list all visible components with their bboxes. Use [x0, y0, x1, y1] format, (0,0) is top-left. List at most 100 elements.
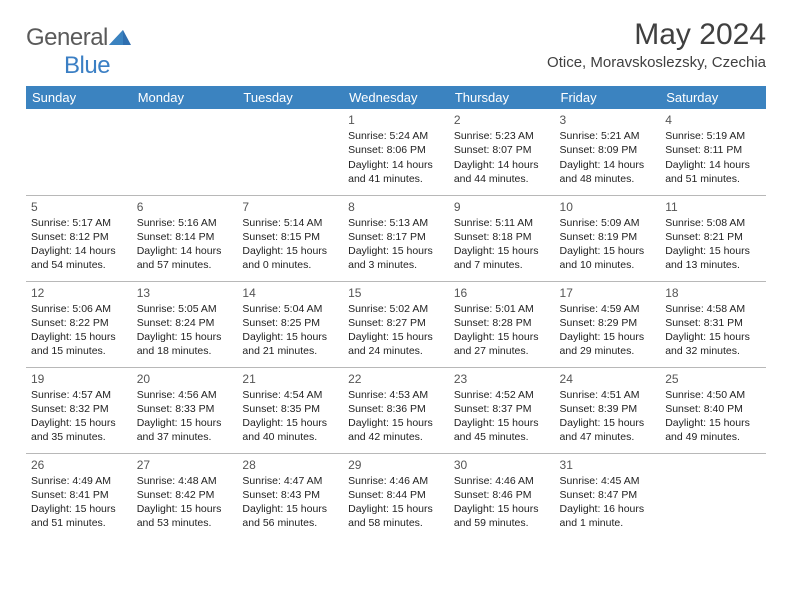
sunset-text: Sunset: 8:39 PM — [560, 402, 656, 416]
daylight-text: and 49 minutes. — [665, 430, 761, 444]
calendar-body: 1Sunrise: 5:24 AMSunset: 8:06 PMDaylight… — [26, 109, 766, 539]
day-number: 14 — [242, 285, 338, 301]
sunset-text: Sunset: 8:06 PM — [348, 143, 444, 157]
calendar-day-cell: 27Sunrise: 4:48 AMSunset: 8:42 PMDayligh… — [132, 453, 238, 539]
sunset-text: Sunset: 8:12 PM — [31, 230, 127, 244]
daylight-text: and 42 minutes. — [348, 430, 444, 444]
sunrise-text: Sunrise: 5:08 AM — [665, 216, 761, 230]
month-title: May 2024 — [547, 18, 766, 52]
daylight-text: Daylight: 15 hours — [665, 416, 761, 430]
sunset-text: Sunset: 8:37 PM — [454, 402, 550, 416]
calendar-day-cell: 31Sunrise: 4:45 AMSunset: 8:47 PMDayligh… — [555, 453, 661, 539]
sunset-text: Sunset: 8:35 PM — [242, 402, 338, 416]
sunset-text: Sunset: 8:15 PM — [242, 230, 338, 244]
sunrise-text: Sunrise: 5:17 AM — [31, 216, 127, 230]
day-number: 11 — [665, 199, 761, 215]
sunrise-text: Sunrise: 4:51 AM — [560, 388, 656, 402]
weekday-header: Friday — [555, 86, 661, 109]
weekday-header: Monday — [132, 86, 238, 109]
day-number: 28 — [242, 457, 338, 473]
daylight-text: and 29 minutes. — [560, 344, 656, 358]
daylight-text: Daylight: 14 hours — [665, 158, 761, 172]
daylight-text: and 27 minutes. — [454, 344, 550, 358]
daylight-text: and 53 minutes. — [137, 516, 233, 530]
calendar-empty-cell — [237, 109, 343, 195]
calendar-day-cell: 6Sunrise: 5:16 AMSunset: 8:14 PMDaylight… — [132, 195, 238, 281]
sunset-text: Sunset: 8:29 PM — [560, 316, 656, 330]
daylight-text: Daylight: 14 hours — [454, 158, 550, 172]
calendar-week-row: 19Sunrise: 4:57 AMSunset: 8:32 PMDayligh… — [26, 367, 766, 453]
weekday-header: Sunday — [26, 86, 132, 109]
sunrise-text: Sunrise: 4:49 AM — [31, 474, 127, 488]
sunset-text: Sunset: 8:43 PM — [242, 488, 338, 502]
sunrise-text: Sunrise: 5:04 AM — [242, 302, 338, 316]
calendar-day-cell: 15Sunrise: 5:02 AMSunset: 8:27 PMDayligh… — [343, 281, 449, 367]
day-number: 10 — [560, 199, 656, 215]
weekday-header: Wednesday — [343, 86, 449, 109]
daylight-text: Daylight: 15 hours — [31, 502, 127, 516]
day-number: 31 — [560, 457, 656, 473]
calendar-day-cell: 17Sunrise: 4:59 AMSunset: 8:29 PMDayligh… — [555, 281, 661, 367]
calendar-empty-cell — [660, 453, 766, 539]
daylight-text: Daylight: 14 hours — [348, 158, 444, 172]
calendar-day-cell: 8Sunrise: 5:13 AMSunset: 8:17 PMDaylight… — [343, 195, 449, 281]
sunrise-text: Sunrise: 4:58 AM — [665, 302, 761, 316]
sunset-text: Sunset: 8:47 PM — [560, 488, 656, 502]
day-number: 19 — [31, 371, 127, 387]
calendar-week-row: 26Sunrise: 4:49 AMSunset: 8:41 PMDayligh… — [26, 453, 766, 539]
daylight-text: and 51 minutes. — [31, 516, 127, 530]
sunset-text: Sunset: 8:22 PM — [31, 316, 127, 330]
sunrise-text: Sunrise: 5:24 AM — [348, 129, 444, 143]
daylight-text: Daylight: 15 hours — [242, 330, 338, 344]
daylight-text: and 0 minutes. — [242, 258, 338, 272]
calendar-week-row: 5Sunrise: 5:17 AMSunset: 8:12 PM Daylight… — [26, 195, 766, 281]
day-number: 25 — [665, 371, 761, 387]
daylight-text: and 48 minutes. — [560, 172, 656, 186]
sunset-text: Sunset: 8:44 PM — [348, 488, 444, 502]
sunrise-text: Sunrise: 5:13 AM — [348, 216, 444, 230]
sunset-text: Sunset: 8:42 PM — [137, 488, 233, 502]
calendar-day-cell: 16Sunrise: 5:01 AMSunset: 8:28 PMDayligh… — [449, 281, 555, 367]
sunrise-text: Sunrise: 5:11 AM — [454, 216, 550, 230]
daylight-text: Daylight: 15 hours — [454, 416, 550, 430]
title-block: May 2024 Otice, Moravskoslezsky, Czechia — [547, 18, 766, 71]
sunrise-text: Sunrise: 5:06 AM — [31, 302, 127, 316]
day-number: 9 — [454, 199, 550, 215]
sunrise-text: Sunrise: 4:47 AM — [242, 474, 338, 488]
daylight-text: Daylight: 15 hours — [454, 330, 550, 344]
daylight-text: Daylight: 15 hours — [31, 330, 127, 344]
sunset-text: Sunset: 8:33 PM — [137, 402, 233, 416]
daylight-text: Daylight: 15 hours — [348, 502, 444, 516]
sunset-text: Sunset: 8:40 PM — [665, 402, 761, 416]
daylight-text: and 10 minutes. — [560, 258, 656, 272]
calendar-day-cell: 19Sunrise: 4:57 AMSunset: 8:32 PMDayligh… — [26, 367, 132, 453]
page-header: General Blue May 2024 Otice, Moravskosle… — [26, 18, 766, 80]
sunrise-text: Sunrise: 5:23 AM — [454, 129, 550, 143]
calendar-day-cell: 21Sunrise: 4:54 AMSunset: 8:35 PMDayligh… — [237, 367, 343, 453]
daylight-text: Daylight: 15 hours — [137, 502, 233, 516]
day-number: 1 — [348, 112, 444, 128]
daylight-text: and 44 minutes. — [454, 172, 550, 186]
calendar-day-cell: 28Sunrise: 4:47 AMSunset: 8:43 PMDayligh… — [237, 453, 343, 539]
sunrise-text: Sunrise: 4:53 AM — [348, 388, 444, 402]
daylight-text: Daylight: 15 hours — [242, 416, 338, 430]
sunrise-text: Sunrise: 4:59 AM — [560, 302, 656, 316]
sunset-text: Sunset: 8:17 PM — [348, 230, 444, 244]
day-number: 27 — [137, 457, 233, 473]
daylight-text: and 51 minutes. — [665, 172, 761, 186]
weekday-row: SundayMondayTuesdayWednesdayThursdayFrid… — [26, 86, 766, 109]
day-number: 5 — [31, 199, 127, 215]
calendar-day-cell: 22Sunrise: 4:53 AMSunset: 8:36 PMDayligh… — [343, 367, 449, 453]
sunrise-text: Sunrise: 4:56 AM — [137, 388, 233, 402]
day-number: 7 — [242, 199, 338, 215]
sunrise-text: Sunrise: 5:21 AM — [560, 129, 656, 143]
day-number: 4 — [665, 112, 761, 128]
daylight-text: Daylight: 15 hours — [665, 244, 761, 258]
sunrise-text: Sunrise: 4:57 AM — [31, 388, 127, 402]
weekday-header: Saturday — [660, 86, 766, 109]
sunrise-text: Sunrise: 5:02 AM — [348, 302, 444, 316]
calendar-day-cell: 1Sunrise: 5:24 AMSunset: 8:06 PMDaylight… — [343, 109, 449, 195]
daylight-text: and 13 minutes. — [665, 258, 761, 272]
day-number: 29 — [348, 457, 444, 473]
calendar-day-cell: 12Sunrise: 5:06 AMSunset: 8:22 PMDayligh… — [26, 281, 132, 367]
